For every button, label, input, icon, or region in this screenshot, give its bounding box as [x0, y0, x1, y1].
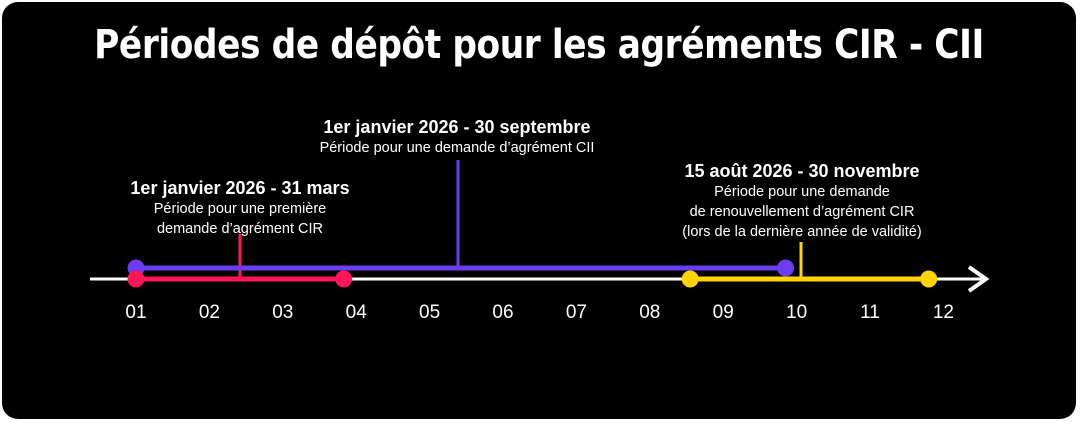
annotation-renouvellement-line-3: (lors de la dernière année de validité) — [682, 224, 922, 240]
annotation-cir-head: 1er janvier 2026 - 31 mars — [130, 178, 350, 198]
annotation-cii-line-1: Période pour une demande d’agrément CII — [319, 140, 595, 156]
month-label-03: 03 — [272, 302, 293, 323]
month-label-06: 06 — [492, 302, 513, 323]
timeline-arrow-icon — [967, 265, 990, 293]
month-label-11: 11 — [860, 302, 880, 323]
annotation-cii: 1er janvier 2026 - 30 septembre Période … — [262, 117, 652, 158]
annotation-cir: 1er janvier 2026 - 31 mars Période pour … — [102, 178, 378, 239]
month-label-07: 07 — [566, 302, 587, 323]
month-label-02: 02 — [199, 302, 220, 323]
annotation-cir-line-1: Période pour une première — [153, 201, 327, 217]
page-title: Périodes de dépôt pour les agréments CIR… — [94, 22, 984, 68]
month-labels: 01 02 03 04 05 06 07 08 09 10 11 12 — [125, 302, 954, 323]
month-label-12: 12 — [933, 302, 954, 323]
annotation-renouvellement-head: 15 août 2026 - 30 novembre — [684, 161, 920, 181]
annotation-renouvellement: 15 août 2026 - 30 novembre Période pour … — [627, 161, 977, 242]
period-end-dot-cir — [335, 270, 353, 288]
month-label-05: 05 — [419, 302, 440, 323]
month-label-01: 01 — [125, 302, 146, 323]
annotation-renouvellement-line-2: de renouvellement d’agrément CIR — [689, 204, 915, 220]
month-label-04: 04 — [346, 302, 368, 323]
month-label-10: 10 — [786, 302, 807, 323]
month-label-09: 09 — [713, 302, 734, 323]
annotation-renouvellement-line-1: Période pour une demande — [714, 184, 890, 200]
period-end-dot-renouvellement — [920, 270, 938, 288]
period-start-dot-renouvellement — [681, 270, 699, 288]
month-label-08: 08 — [639, 302, 660, 323]
period-start-dot-cir — [127, 270, 145, 288]
period-end-dot-cii — [777, 259, 795, 277]
annotation-cii-head: 1er janvier 2026 - 30 septembre — [323, 117, 591, 137]
annotation-cir-line-2: demande d’agrément CIR — [156, 221, 324, 237]
